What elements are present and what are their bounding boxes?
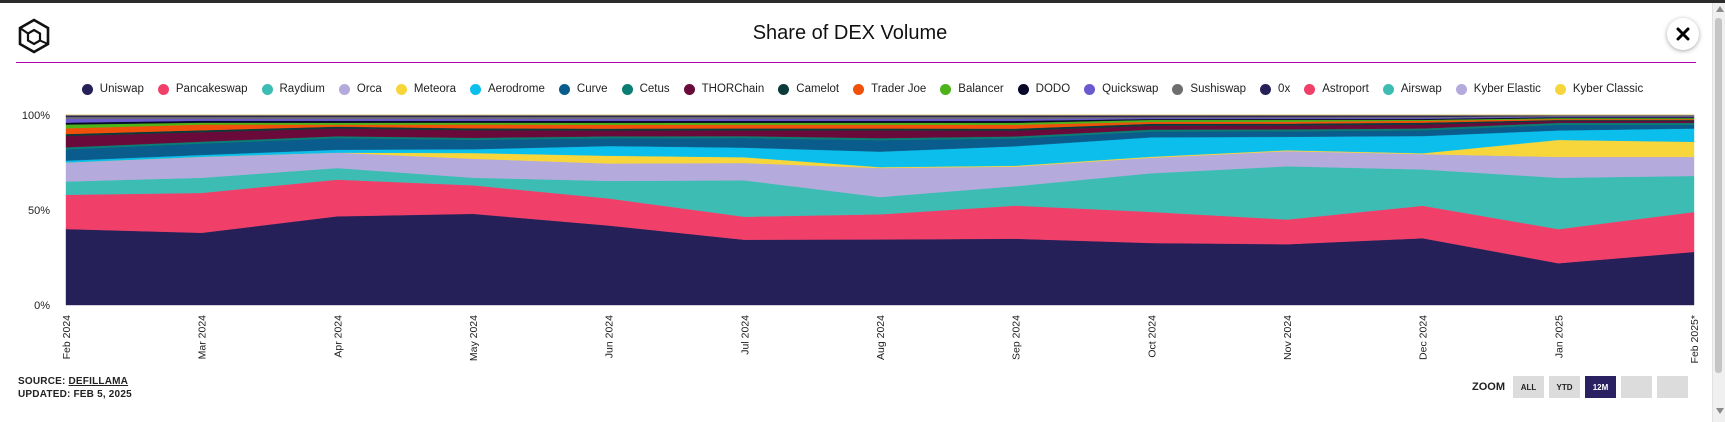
legend-item[interactable]: Aerodrome <box>470 83 545 95</box>
legend-dot <box>395 83 407 95</box>
legend-item[interactable]: Airswap <box>1382 83 1442 95</box>
x-tick-label: Jan 2025 <box>1553 315 1565 358</box>
legend-label: Raydium <box>279 83 325 95</box>
legend-label: Kyber Elastic <box>1473 83 1541 95</box>
zoom-button-12m[interactable]: 12M <box>1585 376 1616 398</box>
legend-item[interactable]: Pancakeswap <box>157 83 248 95</box>
legend-item[interactable]: Meteora <box>395 83 456 95</box>
legend-dot <box>157 83 169 95</box>
zoom-button-all[interactable]: ALL <box>1513 376 1544 398</box>
legend-dot <box>1084 83 1096 95</box>
close-button[interactable] <box>1667 18 1699 50</box>
legend-label: Aerodrome <box>488 83 545 95</box>
legend-dot <box>338 83 350 95</box>
legend-item[interactable]: Camelot <box>778 83 839 95</box>
legend-item[interactable]: Astroport <box>1304 83 1369 95</box>
window-top-border <box>0 0 1725 3</box>
source-link[interactable]: DEFILLAMA <box>68 376 129 387</box>
x-tick-label: Sep 2024 <box>1011 315 1023 360</box>
legend-dot <box>1554 83 1566 95</box>
zoom-button-blank[interactable] <box>1621 376 1652 398</box>
x-tick-label: Jun 2024 <box>604 315 616 358</box>
cube-logo-icon <box>18 18 50 54</box>
legend-label: Uniswap <box>99 83 144 95</box>
legend-item[interactable]: Balancer <box>940 83 1004 95</box>
legend-label: Trader Joe <box>871 83 927 95</box>
source-info: SOURCE: DEFILLAMA UPDATED: FEB 5, 2025 <box>18 375 132 401</box>
legend-dot <box>81 83 93 95</box>
legend-label: Quickswap <box>1102 83 1159 95</box>
title-divider <box>16 62 1696 63</box>
legend-dot <box>261 83 273 95</box>
x-tick-label: May 2024 <box>468 315 480 361</box>
scrollbar-thumb[interactable] <box>1715 18 1722 373</box>
legend-label: Pancakeswap <box>175 83 248 95</box>
legend-item[interactable]: Kyber Elastic <box>1455 83 1541 95</box>
close-icon <box>1676 27 1690 41</box>
legend-item[interactable]: Uniswap <box>81 83 144 95</box>
zoom-button-ytd[interactable]: YTD <box>1549 376 1580 398</box>
legend-dot <box>940 83 952 95</box>
stacked-area-chart: 100% 50% 0% Feb 2024 Mar 2024 Apr 2024 May 202… <box>22 110 1701 363</box>
updated-date: UPDATED: FEB 5, 2025 <box>18 389 132 400</box>
legend-dot <box>470 83 481 95</box>
legend-item[interactable]: Raydium <box>261 83 325 95</box>
y-tick-label: 100% <box>22 110 50 122</box>
legend-dot <box>1017 83 1029 95</box>
legend-label: DODO <box>1035 83 1071 95</box>
legend-label: Meteora <box>413 83 456 95</box>
legend-dot <box>1382 83 1394 95</box>
zoom-button-blank[interactable] <box>1657 376 1688 398</box>
legend-dot <box>1172 83 1184 95</box>
legend-item[interactable]: DODO <box>1017 83 1071 95</box>
legend-label: Cetus <box>639 83 670 95</box>
legend-item[interactable]: 0x <box>1260 83 1290 95</box>
source-prefix: SOURCE: <box>18 376 66 387</box>
legend-item[interactable]: Trader Joe <box>853 83 926 95</box>
legend-item[interactable]: Orca <box>338 83 382 95</box>
legend-dot <box>778 83 790 95</box>
legend-dot <box>1455 83 1467 95</box>
legend-label: Orca <box>356 83 382 95</box>
scroll-down-icon[interactable] <box>1716 408 1724 414</box>
legend-label: Curve <box>576 83 608 95</box>
scroll-up-icon[interactable] <box>1716 6 1724 12</box>
legend-label: Balancer <box>958 83 1004 95</box>
legend-label: THORChain <box>701 83 765 95</box>
legend-dot <box>683 83 695 95</box>
legend-label: Kyber Classic <box>1572 83 1644 95</box>
legend-label: Camelot <box>796 83 840 95</box>
legend-item[interactable]: Sushiswap <box>1172 83 1246 95</box>
legend-dot <box>1260 83 1272 95</box>
zoom-label: ZOOM <box>1472 381 1505 393</box>
x-tick-label: Feb 2024 <box>61 315 73 360</box>
legend-dot <box>558 83 570 95</box>
legend-dot <box>621 83 633 95</box>
legend-item[interactable]: Curve <box>558 83 608 95</box>
chart-title: Share of DEX Volume <box>752 22 948 44</box>
legend-dot <box>1304 83 1316 95</box>
x-tick-label: Jul 2024 <box>739 315 751 355</box>
x-tick-label: Apr 2024 <box>332 315 344 358</box>
x-tick-label: Feb 2025* <box>1689 315 1701 363</box>
legend-dot <box>853 83 865 95</box>
legend-label: Airswap <box>1400 83 1442 95</box>
x-tick-label: Aug 2024 <box>875 315 887 360</box>
legend-label: Astroport <box>1322 83 1369 95</box>
x-tick-label: Mar 2024 <box>197 315 209 360</box>
chart-legend: Uniswap Pancakeswap Raydium Orca Meteora Aero… <box>0 83 1725 95</box>
y-tick-label: 0% <box>34 300 50 312</box>
area-series-0x[interactable] <box>65 114 1695 118</box>
x-tick-label: Nov 2024 <box>1282 315 1294 360</box>
x-tick-label: Dec 2024 <box>1418 315 1430 360</box>
zoom-controls: ZOOM ALL YTD 12M <box>1472 376 1693 398</box>
legend-label: Sushiswap <box>1190 83 1247 95</box>
y-tick-label: 50% <box>28 205 50 217</box>
legend-label: 0x <box>1278 83 1291 95</box>
legend-item[interactable]: Kyber Classic <box>1554 83 1644 95</box>
legend-item[interactable]: THORChain <box>683 83 765 95</box>
legend-item[interactable]: Quickswap <box>1084 83 1158 95</box>
x-tick-label: Oct 2024 <box>1146 315 1158 358</box>
legend-item[interactable]: Cetus <box>621 83 670 95</box>
